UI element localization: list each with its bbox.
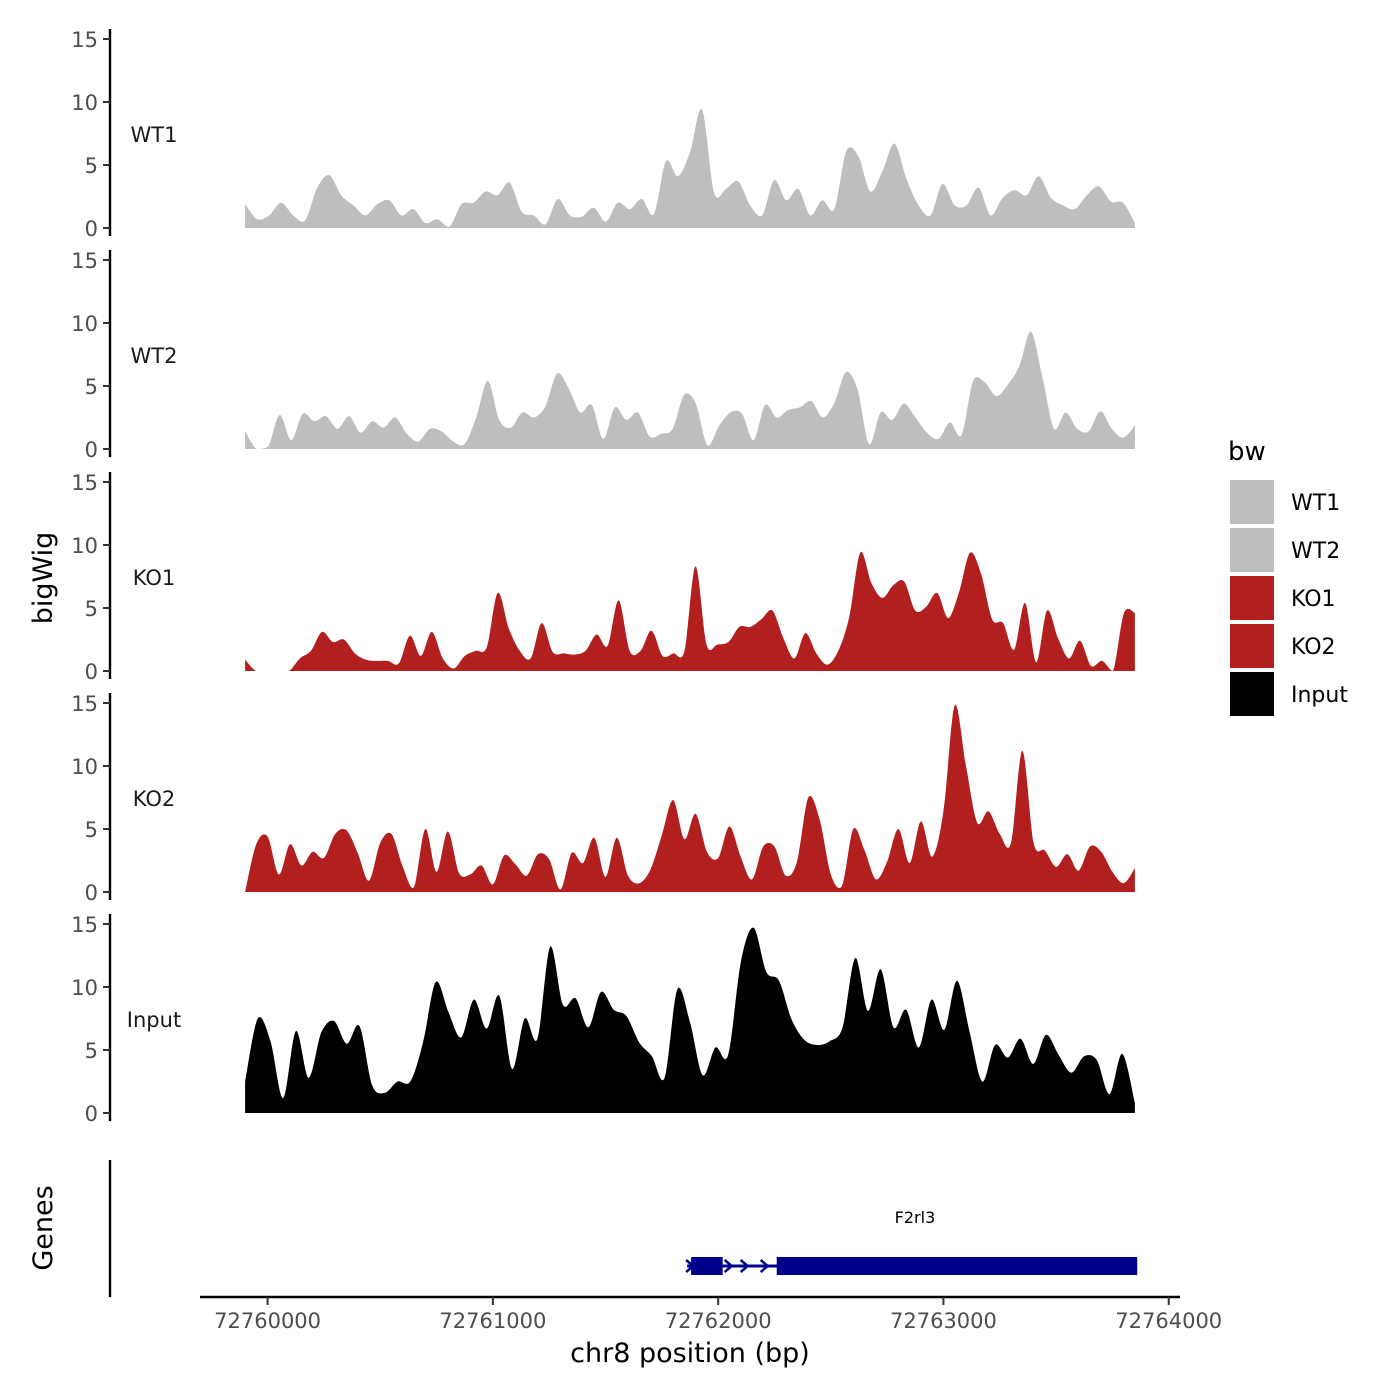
x-tick-label: 72764000 [1115, 1309, 1222, 1333]
coverage-area-input [245, 927, 1135, 1113]
legend-swatch-wt1 [1230, 480, 1274, 524]
track-label: WT1 [131, 123, 178, 147]
gene-f2rl3: F2rl3 [685, 1208, 1138, 1275]
coverage-tracks: 0 5 10 15 WT1 0 5 10 15 WT2 0 5 10 15 KO1 0 5 10 15 KO2 0 5 10… [71, 28, 1135, 1126]
legend-swatch-ko2 [1230, 624, 1274, 668]
legend-title: bw [1228, 437, 1266, 467]
track-ko2: 0 5 10 15 KO2 [71, 692, 1135, 905]
track-ko1: 0 5 10 15 KO1 [71, 471, 1135, 684]
y-tick-label: 10 [71, 91, 98, 115]
y-tick-label: 5 [85, 1039, 98, 1063]
y-tick-label: 15 [71, 28, 98, 52]
x-axis-title: chr8 position (bp) [570, 1338, 810, 1369]
gene-exon [776, 1257, 1138, 1275]
y-tick-label: 15 [71, 692, 98, 716]
legend-swatch-wt2 [1230, 528, 1274, 572]
strand-arrow [759, 1259, 770, 1273]
y-tick-label: 0 [85, 438, 98, 462]
y-tick-label: 15 [71, 913, 98, 937]
x-tick-label: 72761000 [439, 1309, 546, 1333]
legend-swatch-ko1 [1230, 576, 1274, 620]
y-tick-label: 10 [71, 312, 98, 336]
legend-label-ko1: KO1 [1291, 587, 1336, 612]
legend-label-ko2: KO2 [1291, 635, 1336, 660]
genes-axis-title: Genes [28, 1185, 59, 1270]
legend: bw WT1 WT2 KO1 KO2 Input [1228, 437, 1348, 716]
gene-exon [691, 1257, 723, 1275]
y-tick-label: 10 [71, 976, 98, 1000]
track-label: KO1 [133, 566, 176, 590]
track-label: KO2 [133, 787, 176, 811]
y-tick-label: 0 [85, 660, 98, 684]
track-label: Input [127, 1008, 181, 1032]
y-tick-label: 5 [85, 375, 98, 399]
gene-label: F2rl3 [895, 1208, 936, 1227]
y-tick-label: 15 [71, 249, 98, 273]
y-tick-label: 0 [85, 1102, 98, 1126]
track-label: WT2 [131, 344, 178, 368]
x-tick-label: 72760000 [214, 1309, 321, 1333]
y-axis-title: bigWig [28, 532, 59, 625]
x-tick-label: 72763000 [890, 1309, 997, 1333]
y-tick-label: 0 [85, 881, 98, 905]
track-wt1: 0 5 10 15 WT1 [71, 28, 1135, 241]
coverage-area-wt1 [245, 108, 1135, 228]
y-tick-label: 10 [71, 755, 98, 779]
x-axis: 72760000 72761000 72762000 72763000 72764000 [200, 1295, 1222, 1333]
y-tick-label: 10 [71, 534, 98, 558]
strand-arrow [723, 1259, 734, 1273]
legend-label-input: Input [1291, 683, 1348, 708]
coverage-area-ko1 [245, 551, 1135, 671]
genes-panel: F2rl3 [108, 1160, 1138, 1297]
legend-label-wt2: WT2 [1291, 539, 1340, 564]
y-tick-label: 5 [85, 818, 98, 842]
coverage-area-wt2 [245, 331, 1135, 449]
y-tick-label: 5 [85, 154, 98, 178]
x-tick-label: 72762000 [665, 1309, 772, 1333]
y-tick-label: 15 [71, 471, 98, 495]
y-tick-label: 5 [85, 597, 98, 621]
y-tick-label: 0 [85, 217, 98, 241]
track-wt2: 0 5 10 15 WT2 [71, 249, 1135, 462]
strand-arrow [739, 1259, 750, 1273]
track-input: 0 5 10 15 Input [71, 913, 1135, 1126]
coverage-area-ko2 [245, 704, 1135, 892]
legend-label-wt1: WT1 [1291, 491, 1340, 516]
legend-swatch-input [1230, 672, 1274, 716]
